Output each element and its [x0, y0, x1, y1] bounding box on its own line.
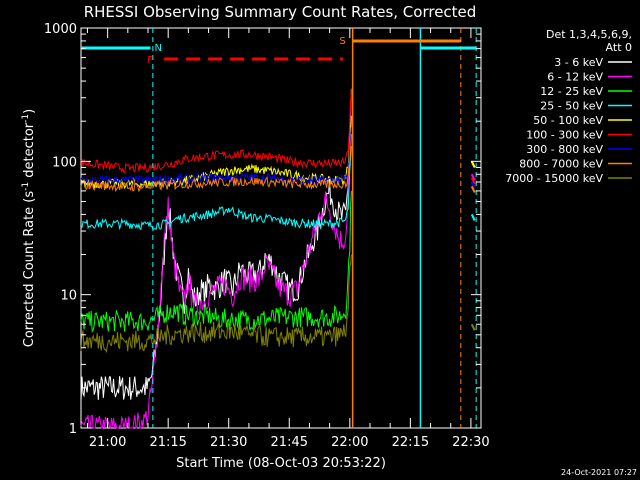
post-gap-mark-6: [470, 181, 476, 189]
series-line-5: [80, 88, 352, 174]
post-gap-mark-8: [470, 323, 476, 331]
flag-label-s: S: [339, 36, 345, 47]
flag-label-f: F: [147, 55, 153, 66]
generation-timestamp: 24-Oct-2021 07:27: [561, 468, 637, 477]
legend-label-7: 800 - 7000 keV: [519, 158, 603, 171]
legend-label-1: 6 - 12 keV: [547, 71, 603, 84]
post-gap-mark-4: [470, 160, 476, 168]
y-tick-label-2: 100: [52, 155, 77, 170]
legend-label-2: 12 - 25 keV: [540, 85, 603, 98]
post-gap-mark-5: [470, 177, 476, 185]
legend-label-8: 7000 - 15000 keV: [505, 172, 603, 185]
series-line-2: [80, 190, 352, 333]
chart-title: RHESSI Observing Summary Count Rates, Co…: [84, 3, 477, 21]
y-tick-label-0: 1: [69, 422, 77, 437]
y-tick-label-1: 10: [60, 289, 77, 304]
series-line-1: [80, 97, 352, 430]
x-tick-label-1: 21:15: [149, 435, 186, 450]
legend-label-4: 50 - 100 keV: [533, 114, 603, 127]
series-line-7: [80, 134, 352, 193]
legend-label-3: 25 - 50 keV: [540, 100, 603, 113]
y-axis-label-part: detector: [22, 122, 37, 182]
x-tick-label-2: 21:30: [210, 435, 247, 450]
x-tick-label-0: 21:00: [89, 435, 126, 450]
post-gap-mark-7: [470, 185, 476, 193]
x-tick-label-6: 22:30: [452, 435, 489, 450]
post-gap-mark-1: [470, 173, 476, 181]
x-axis-label: Start Time (08-Oct-03 20:53:22): [176, 456, 386, 471]
post-gap-mark-3: [470, 213, 476, 221]
flag-label-n: N: [154, 43, 161, 54]
legend-header-detectors: Det 1,3,4,5,6,9,: [546, 28, 632, 41]
series-line-3: [80, 146, 352, 231]
x-tick-label-3: 21:45: [271, 435, 308, 450]
legend-header-attenuator: Att 0: [606, 41, 632, 54]
y-axis-label: Corrected Count Rate (s-1 detector-1): [21, 109, 37, 347]
series-line-8: [80, 254, 352, 354]
x-tick-label-4: 22:00: [331, 435, 368, 450]
y-axis-label-part: Corrected Count Rate (s: [22, 191, 37, 348]
legend-label-5: 100 - 300 keV: [526, 129, 603, 142]
x-tick-label-5: 22:15: [392, 435, 429, 450]
y-tick-label-3: 1000: [44, 22, 77, 37]
plot-frame: [80, 27, 482, 429]
y-axis-label-part: ): [22, 109, 37, 114]
y-axis-label-part: -1: [21, 114, 31, 123]
y-axis-label-part: -1: [21, 182, 31, 191]
legend-label-6: 300 - 800 keV: [526, 143, 603, 156]
legend-label-0: 3 - 6 keV: [554, 56, 603, 69]
series-line-6: [80, 127, 352, 187]
